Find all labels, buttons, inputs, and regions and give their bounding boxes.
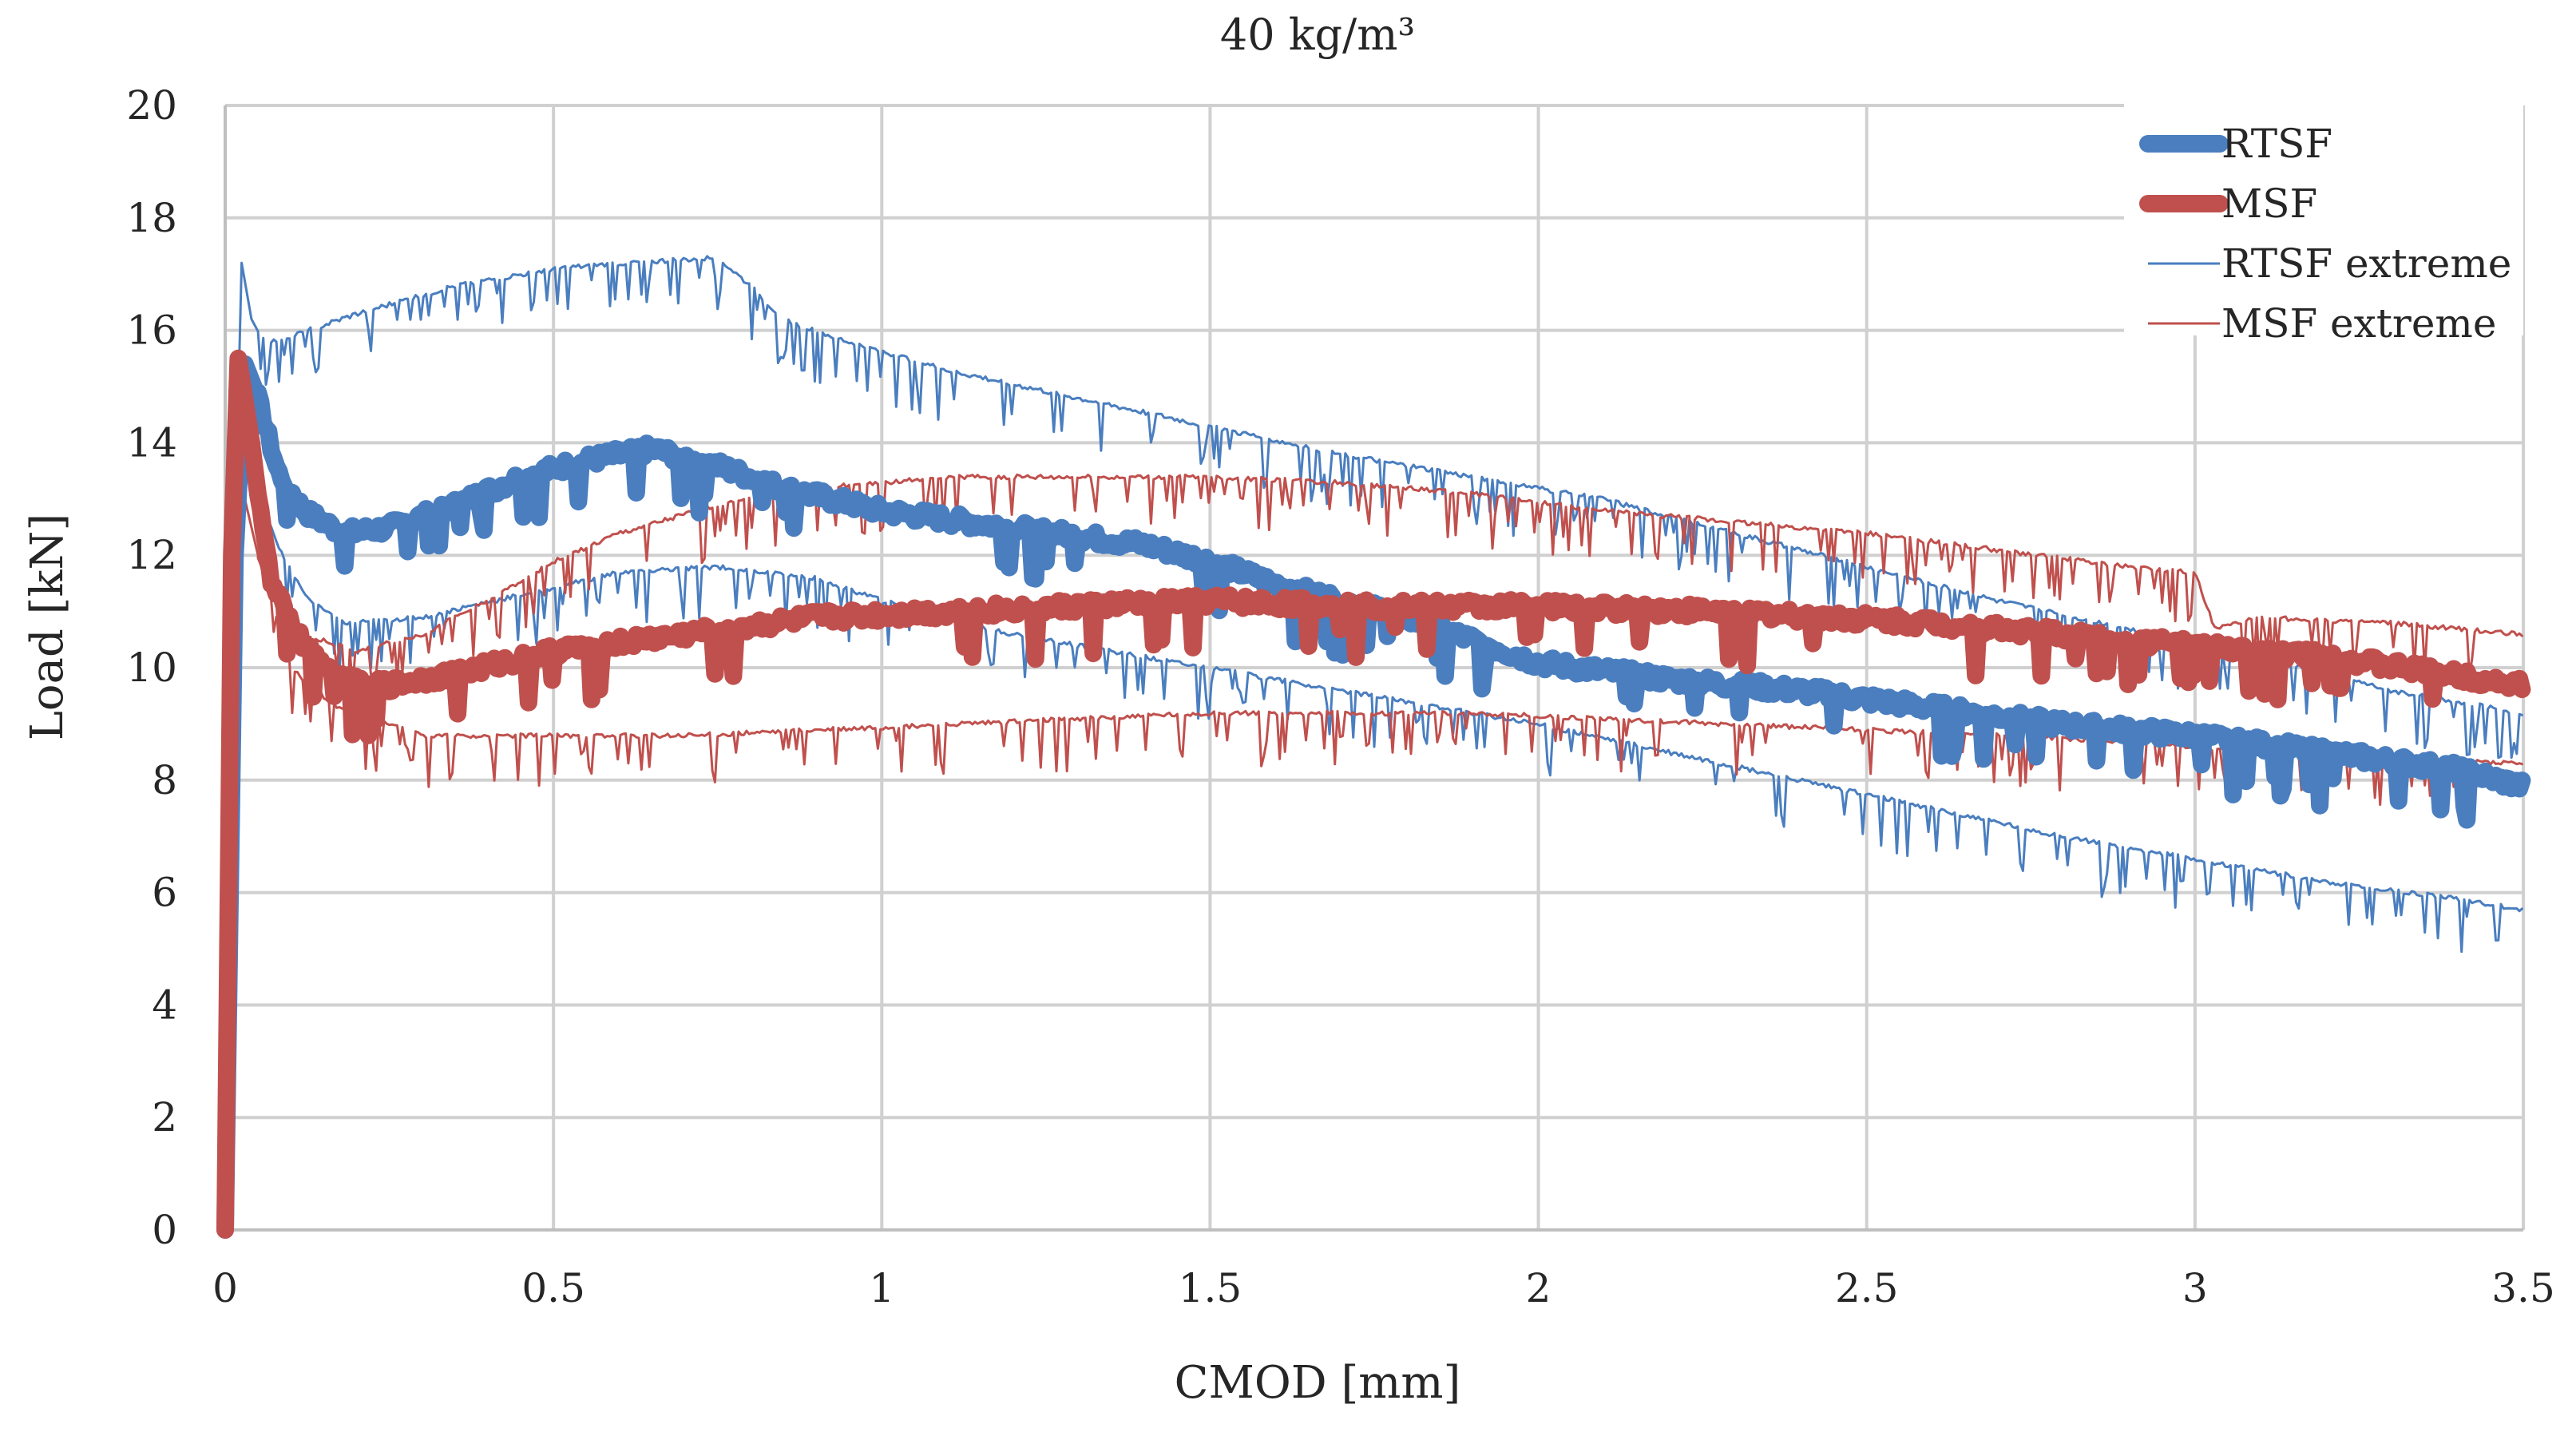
series-line-rtsf-extreme (224, 441, 2523, 1232)
chart-title: 40 kg/m³ (1220, 10, 1415, 60)
x-tick-label: 1 (869, 1265, 894, 1311)
series-line-msf (216, 349, 2531, 1239)
legend-label: MSF (2221, 180, 2317, 227)
y-tick-label: 10 (126, 645, 177, 691)
x-tick-label: 0 (212, 1265, 238, 1311)
y-tick-label: 4 (152, 982, 177, 1028)
x-axis-title: CMOD [mm] (1175, 1357, 1461, 1409)
y-tick-label: 8 (152, 757, 177, 803)
x-tick-label: 2 (1526, 1265, 1552, 1311)
x-tick-label: 2.5 (1835, 1265, 1899, 1311)
series-line-rtsf (216, 355, 2531, 1239)
x-tick-label: 3 (2182, 1265, 2208, 1311)
y-tick-label: 12 (126, 532, 177, 578)
y-axis-title: Load [kN] (22, 514, 73, 741)
legend-label: RTSF extreme (2221, 240, 2511, 287)
legend: RTSF MSF RTSF extreme MSF extreme (2124, 100, 2523, 347)
y-tick-label: 20 (126, 82, 177, 129)
x-tick-label: 3.5 (2491, 1265, 2555, 1311)
legend-label: RTSF (2221, 121, 2332, 167)
y-tick-label: 2 (152, 1094, 177, 1140)
y-tick-label: 18 (126, 195, 177, 241)
y-tick-label: 0 (152, 1207, 177, 1253)
series-line-msf-extreme (224, 470, 2523, 1232)
y-tick-label: 14 (126, 419, 177, 466)
x-tick-label: 1.5 (1179, 1265, 1242, 1311)
x-tick-label: 0.5 (521, 1265, 585, 1311)
y-tick-label: 6 (152, 870, 177, 916)
y-tick-label: 16 (126, 307, 177, 354)
legend-label: MSF extreme (2221, 300, 2496, 347)
series-group (216, 255, 2531, 1239)
tick-labels: 0 2 4 6 8 10 12 14 16 18 20 0 0.5 1 1.5 2 2.5 3 3.5 (126, 82, 2554, 1311)
series-line-msf-extreme (224, 413, 2523, 1232)
